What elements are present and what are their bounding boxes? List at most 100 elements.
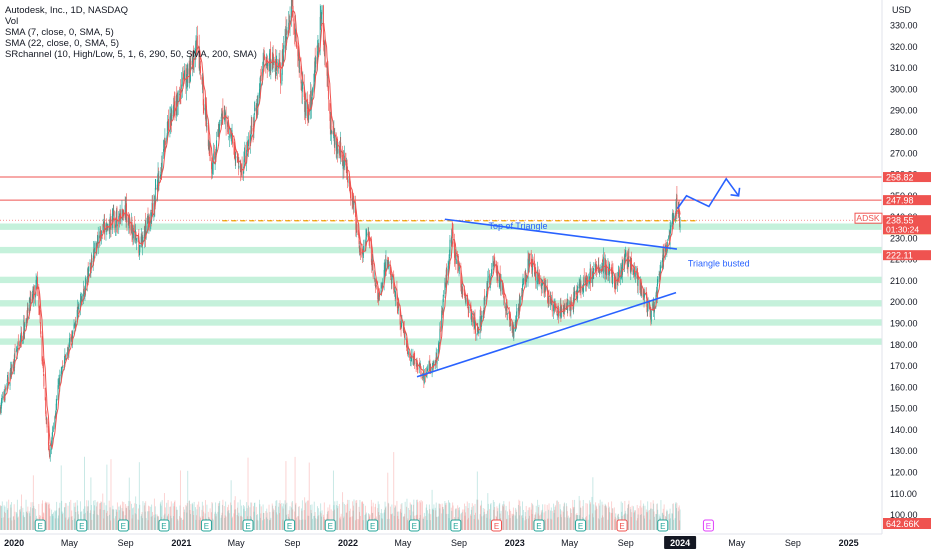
volume-bar <box>462 509 464 530</box>
earnings-marker[interactable]: E <box>450 519 462 532</box>
volume-bar <box>54 518 56 530</box>
price-axis[interactable] <box>882 0 932 550</box>
volume-bar <box>554 506 556 530</box>
earnings-marker[interactable]: E <box>702 519 714 532</box>
volume-bar <box>383 512 385 530</box>
volume-bar <box>230 480 232 530</box>
candle-body <box>466 296 468 302</box>
candle-body <box>84 277 86 296</box>
volume-bar <box>258 499 260 530</box>
candle-body <box>625 252 627 257</box>
candle-body <box>25 322 27 324</box>
candle-body <box>23 320 25 334</box>
candle-body <box>462 290 464 292</box>
candle-body <box>579 285 581 287</box>
volume-bar <box>639 505 641 530</box>
candle-body <box>215 149 217 153</box>
candle-body <box>144 233 146 239</box>
time-axis[interactable] <box>0 534 932 550</box>
candle-body <box>505 306 507 311</box>
candle-body <box>342 154 344 166</box>
volume-bar <box>364 505 366 530</box>
candle-body <box>132 232 134 239</box>
volume-bar <box>450 507 452 530</box>
volume-bar <box>211 503 213 530</box>
candle-body <box>271 59 273 62</box>
earnings-marker[interactable]: E <box>34 519 46 532</box>
volume-bar <box>26 511 28 530</box>
volume-bar <box>473 505 475 530</box>
earnings-marker[interactable]: E <box>324 519 336 532</box>
volume-bar <box>185 504 187 530</box>
volume-bar <box>182 519 184 530</box>
volume-bar <box>470 509 472 530</box>
earnings-marker[interactable]: E <box>533 519 545 532</box>
volume-bar <box>537 499 539 530</box>
volume-bar <box>352 510 354 530</box>
volume-bar <box>633 511 635 530</box>
volume-bar <box>573 508 575 530</box>
projection-path[interactable] <box>676 177 740 210</box>
candle-body <box>395 291 397 299</box>
volume-bar <box>45 502 47 530</box>
volume-bar <box>170 515 172 530</box>
price-label-0: 258.82 <box>883 172 931 183</box>
volume-bar <box>387 472 389 530</box>
earnings-marker[interactable]: E <box>76 519 88 532</box>
candle-body <box>72 330 74 342</box>
candle-body <box>439 328 441 343</box>
earnings-marker[interactable]: E <box>616 519 628 532</box>
candle-body <box>231 134 233 136</box>
earnings-marker[interactable]: E <box>284 519 296 532</box>
candle-body <box>438 343 439 354</box>
earnings-marker[interactable]: E <box>575 519 587 532</box>
volume-bar <box>279 503 281 530</box>
volume-bar <box>219 500 221 530</box>
candle-body <box>45 411 47 421</box>
earnings-marker[interactable]: E <box>242 519 254 532</box>
volume-bar <box>493 501 495 530</box>
earnings-marker[interactable]: E <box>117 519 129 532</box>
volume-bar <box>356 519 358 530</box>
candle-body <box>668 234 670 236</box>
volume-bar <box>241 516 243 530</box>
volume-bar <box>99 509 101 530</box>
candle-body <box>423 370 425 383</box>
candle-body <box>620 269 622 274</box>
triangle-lower-trendline[interactable] <box>416 291 677 378</box>
current-price-countdown: 01:30:24 <box>886 225 919 235</box>
candle-body <box>544 285 546 288</box>
volume-bar <box>128 500 130 530</box>
earnings-marker[interactable]: E <box>158 519 170 532</box>
candle-body <box>74 322 76 327</box>
volume-bar <box>303 510 305 530</box>
earnings-marker[interactable]: E <box>200 519 212 532</box>
volume-bar <box>348 499 350 530</box>
volume-bar <box>51 509 53 530</box>
candle-body <box>633 268 635 275</box>
volume-bar <box>4 506 6 530</box>
volume-bar <box>300 519 302 530</box>
candle-body <box>538 278 539 282</box>
earnings-marker[interactable]: E <box>367 519 379 532</box>
price-label-4-bg <box>883 250 931 261</box>
volume-bar <box>377 508 379 530</box>
candle-body <box>96 241 98 249</box>
volume-bar <box>151 516 153 530</box>
candle-body <box>608 272 610 274</box>
volume-bar <box>241 505 243 530</box>
volume-bar <box>438 503 440 530</box>
earnings-marker[interactable]: E <box>657 519 669 532</box>
triangle-upper-trendline[interactable] <box>444 218 678 250</box>
candle-body <box>528 259 530 266</box>
earnings-marker-box <box>34 519 46 532</box>
volume-bar <box>505 510 507 530</box>
volume-bar <box>49 508 51 530</box>
earnings-marker[interactable]: E <box>408 519 420 532</box>
candle-body <box>196 37 198 46</box>
volume-bar <box>359 511 360 530</box>
earnings-marker[interactable]: E <box>490 519 502 532</box>
candle-body <box>554 305 555 309</box>
